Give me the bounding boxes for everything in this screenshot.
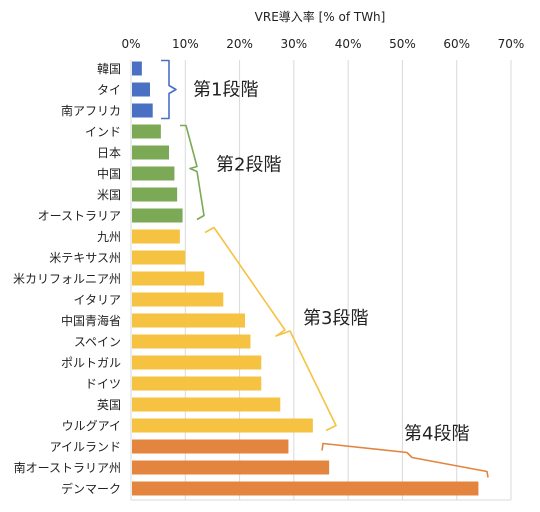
bar (132, 460, 330, 475)
bar (132, 355, 262, 370)
bar (132, 208, 183, 223)
bar (132, 61, 142, 76)
stage-bracket (180, 124, 205, 221)
category-label: 韓国 (97, 62, 121, 76)
x-tick-label: 50% (389, 37, 416, 51)
x-tick-label: 70% (498, 37, 525, 51)
stage-label: 第3段階 (303, 308, 368, 329)
bar (132, 82, 150, 97)
category-label: デンマーク (61, 481, 121, 496)
stage-bracket (161, 59, 177, 120)
bar (132, 103, 153, 118)
bar (132, 376, 262, 391)
bar (132, 292, 224, 307)
bar (132, 397, 281, 412)
category-label: スペイン (74, 335, 121, 349)
category-label: ウルグアイ (62, 419, 121, 433)
bar (132, 313, 245, 328)
bar (132, 334, 251, 349)
bar (132, 418, 313, 433)
category-label: 南アフリカ (61, 103, 121, 118)
bar (132, 145, 169, 160)
bar (132, 271, 205, 286)
bar (132, 481, 479, 496)
category-label: 米国 (97, 188, 121, 202)
category-label: 米カリフォルニア州 (13, 272, 121, 286)
category-labels: 韓国タイ南アフリカインド日本中国米国オーストラリア九州米テキサス州米カリフォルニ… (13, 62, 121, 496)
category-label: 中国青海省 (61, 313, 121, 328)
bar (132, 166, 175, 181)
category-label: イタリア (73, 293, 121, 307)
x-tick-label: 30% (281, 37, 308, 51)
bar (132, 229, 180, 244)
stage-bracket (204, 226, 337, 432)
bar (132, 439, 289, 454)
category-label: オーストラリア (38, 209, 121, 223)
stage-label: 第1段階 (193, 80, 258, 101)
category-label: 日本 (97, 146, 121, 160)
chart-title: VRE導入率 [% of TWh] (255, 9, 386, 24)
bar (132, 124, 161, 139)
x-tick-label: 10% (172, 37, 199, 51)
bar (132, 250, 186, 265)
category-label: 南オーストラリア州 (14, 460, 121, 475)
stage-bracket (321, 442, 489, 478)
x-tick-label: 20% (226, 37, 253, 51)
category-label: ドイツ (85, 377, 121, 391)
category-label: ポルトガル (61, 356, 121, 370)
x-tick-label: 0% (121, 37, 140, 51)
category-label: インド (85, 125, 121, 139)
category-label: 九州 (97, 230, 121, 244)
x-tick-label: 60% (443, 37, 470, 51)
stage-label: 第4段階 (404, 424, 469, 445)
category-label: アイルランド (50, 440, 121, 454)
grid-lines (130, 60, 512, 501)
category-label: タイ (97, 83, 121, 97)
category-label: 米テキサス州 (49, 251, 121, 265)
category-label: 英国 (97, 398, 121, 412)
bar (132, 187, 178, 202)
stage-label: 第2段階 (216, 155, 281, 176)
x-tick-labels: 0% 10% 20% 30% 40% 50% 60% 70% (121, 37, 524, 51)
bars (132, 61, 479, 496)
x-tick-label: 40% (335, 37, 362, 51)
category-label: 中国 (97, 166, 121, 181)
